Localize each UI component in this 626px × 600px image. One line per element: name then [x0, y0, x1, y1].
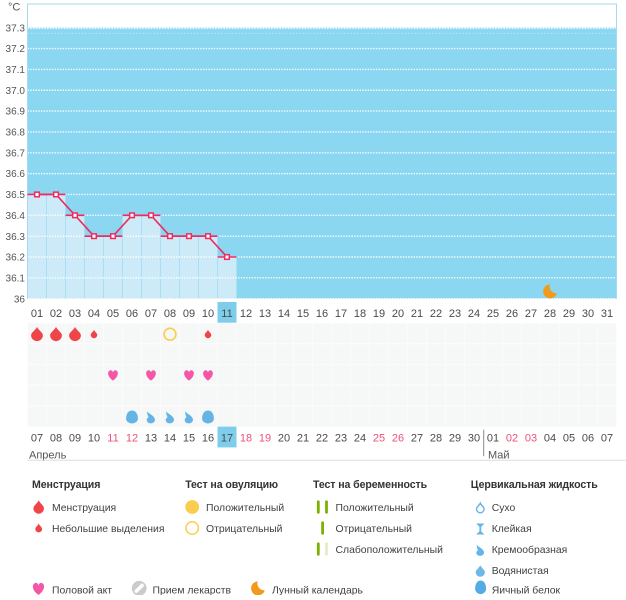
svg-text:18: 18 — [240, 432, 252, 444]
svg-text:10: 10 — [202, 308, 214, 320]
svg-text:Водянистая: Водянистая — [492, 566, 549, 577]
svg-text:08: 08 — [164, 308, 176, 320]
svg-text:17: 17 — [221, 432, 233, 444]
svg-text:20: 20 — [392, 308, 404, 320]
svg-text:27: 27 — [411, 432, 423, 444]
svg-text:02: 02 — [50, 308, 62, 320]
svg-text:27: 27 — [525, 308, 537, 320]
svg-text:36: 36 — [14, 294, 26, 305]
svg-text:Положительный: Положительный — [206, 503, 284, 514]
svg-text:36.3: 36.3 — [6, 232, 26, 243]
svg-text:37.0: 37.0 — [6, 86, 26, 97]
svg-text:23: 23 — [449, 308, 461, 320]
svg-text:Яичный белок: Яичный белок — [492, 585, 561, 595]
svg-text:16: 16 — [202, 432, 214, 444]
svg-text:06: 06 — [582, 432, 594, 444]
svg-text:Прием лекарств: Прием лекарств — [153, 586, 232, 595]
svg-text:01: 01 — [487, 432, 499, 444]
svg-text:15: 15 — [297, 308, 309, 320]
svg-text:Клейкая: Клейкая — [492, 524, 532, 535]
svg-text:30: 30 — [468, 432, 480, 444]
svg-text:29: 29 — [563, 308, 575, 320]
svg-text:36.8: 36.8 — [6, 128, 26, 139]
svg-text:36.2: 36.2 — [6, 253, 26, 264]
svg-text:02: 02 — [506, 432, 518, 444]
svg-text:29: 29 — [449, 432, 461, 444]
svg-text:03: 03 — [525, 432, 537, 444]
svg-text:11: 11 — [221, 308, 232, 320]
svg-text:05: 05 — [107, 308, 119, 320]
svg-text:25: 25 — [373, 432, 385, 444]
svg-text:Лунный календарь: Лунный календарь — [272, 586, 363, 595]
svg-text:05: 05 — [563, 432, 575, 444]
svg-text:07: 07 — [31, 432, 43, 444]
svg-text:09: 09 — [183, 308, 195, 320]
svg-text:Сухо: Сухо — [492, 503, 516, 514]
svg-text:Положительный: Положительный — [336, 503, 414, 514]
svg-text:25: 25 — [487, 308, 499, 320]
svg-text:03: 03 — [69, 308, 81, 320]
svg-text:Отрицательный: Отрицательный — [336, 524, 413, 535]
svg-text:Половой акт: Половой акт — [52, 586, 112, 595]
svg-text:Апрель: Апрель — [29, 449, 67, 461]
svg-text:04: 04 — [544, 432, 556, 444]
svg-text:17: 17 — [335, 308, 347, 320]
svg-text:12: 12 — [126, 432, 138, 444]
svg-text:21: 21 — [411, 308, 423, 320]
svg-text:11: 11 — [107, 432, 118, 444]
svg-text:37.3: 37.3 — [6, 23, 26, 34]
svg-text:12: 12 — [240, 308, 252, 320]
svg-text:15: 15 — [183, 432, 195, 444]
svg-text:26: 26 — [392, 432, 404, 444]
svg-text:36.9: 36.9 — [6, 107, 26, 118]
svg-text:°C: °C — [8, 2, 20, 14]
svg-text:24: 24 — [354, 432, 366, 444]
svg-text:31: 31 — [601, 308, 613, 320]
svg-text:Тест на беременность: Тест на беременность — [313, 479, 428, 491]
svg-text:09: 09 — [69, 432, 81, 444]
svg-text:Менструация: Менструация — [32, 479, 100, 491]
svg-text:06: 06 — [126, 308, 138, 320]
svg-text:37.2: 37.2 — [6, 44, 26, 55]
svg-text:13: 13 — [259, 308, 271, 320]
svg-text:22: 22 — [316, 432, 328, 444]
svg-text:Менструация: Менструация — [52, 503, 116, 514]
svg-text:24: 24 — [468, 308, 480, 320]
svg-text:07: 07 — [145, 308, 157, 320]
svg-text:19: 19 — [373, 308, 385, 320]
svg-text:Май: Май — [488, 449, 510, 461]
svg-text:16: 16 — [316, 308, 328, 320]
svg-text:Слабоположительный: Слабоположительный — [336, 544, 444, 556]
svg-text:36.1: 36.1 — [6, 273, 26, 284]
svg-text:Тест на овуляцию: Тест на овуляцию — [185, 479, 278, 491]
svg-text:14: 14 — [278, 308, 290, 320]
svg-text:28: 28 — [430, 432, 442, 444]
svg-text:18: 18 — [354, 308, 366, 320]
svg-text:22: 22 — [430, 308, 442, 320]
svg-text:36.7: 36.7 — [6, 148, 26, 159]
svg-text:07: 07 — [601, 432, 613, 444]
svg-text:01: 01 — [31, 308, 43, 320]
svg-text:Кремообразная: Кремообразная — [492, 544, 568, 556]
svg-text:04: 04 — [88, 308, 100, 320]
svg-text:26: 26 — [506, 308, 518, 320]
svg-text:10: 10 — [88, 432, 100, 444]
svg-text:36.5: 36.5 — [6, 190, 26, 201]
svg-text:13: 13 — [145, 432, 157, 444]
svg-text:36.6: 36.6 — [6, 169, 26, 180]
svg-text:20: 20 — [278, 432, 290, 444]
svg-text:21: 21 — [297, 432, 309, 444]
svg-text:36.4: 36.4 — [6, 211, 26, 222]
svg-text:14: 14 — [164, 432, 176, 444]
svg-text:19: 19 — [259, 432, 271, 444]
svg-text:Отрицательный: Отрицательный — [206, 524, 283, 535]
svg-text:23: 23 — [335, 432, 347, 444]
svg-text:28: 28 — [544, 308, 556, 320]
svg-text:Цервикальная жидкость: Цервикальная жидкость — [471, 479, 598, 491]
svg-text:37.1: 37.1 — [6, 65, 26, 76]
svg-text:30: 30 — [582, 308, 594, 320]
svg-text:Небольшие выделения: Небольшие выделения — [52, 523, 164, 535]
svg-text:08: 08 — [50, 432, 62, 444]
